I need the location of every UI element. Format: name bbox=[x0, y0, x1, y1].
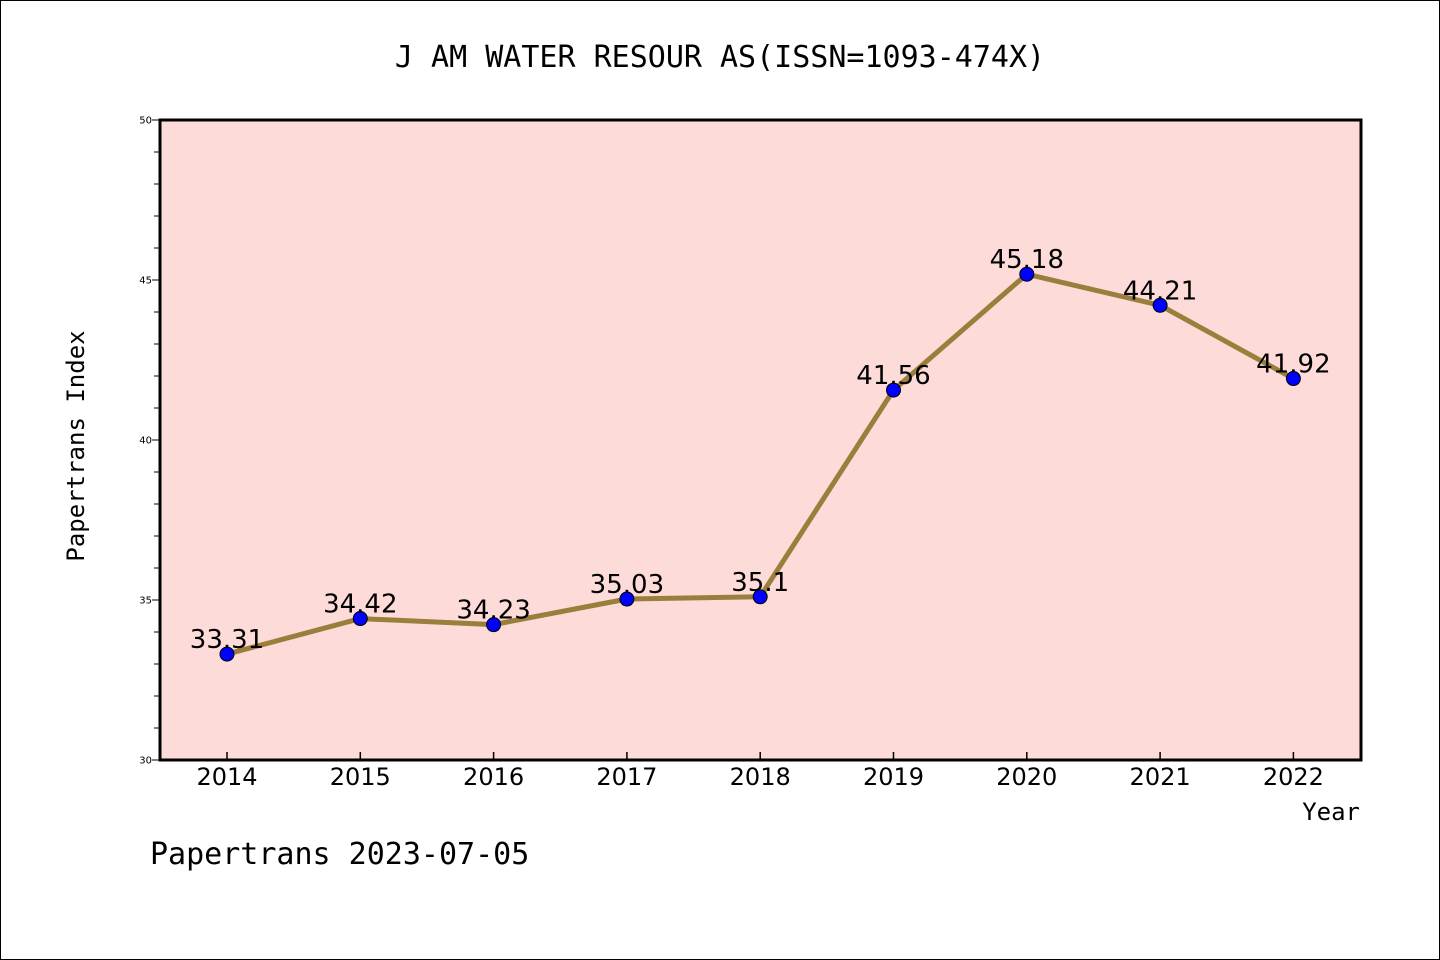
data-point bbox=[352, 611, 368, 627]
chart-title: J AM WATER RESOUR AS(ISSN=1093-474X) bbox=[395, 40, 1045, 75]
y-tick-label: 45 bbox=[139, 276, 152, 287]
x-tick-label: 2019 bbox=[863, 763, 924, 791]
data-point bbox=[219, 646, 235, 662]
footer-date: Papertrans 2023-07-05 bbox=[150, 837, 529, 872]
x-tick-label: 2014 bbox=[196, 763, 257, 791]
data-point bbox=[1019, 266, 1035, 282]
x-tick-label: 2016 bbox=[463, 763, 524, 791]
plot-area bbox=[158, 118, 1363, 762]
data-point bbox=[886, 382, 901, 398]
data-label: 45.18 bbox=[990, 245, 1064, 275]
data-point bbox=[1285, 371, 1301, 387]
data-point bbox=[619, 591, 635, 607]
x-tick-label: 2018 bbox=[730, 763, 791, 791]
data-label: 41.56 bbox=[856, 361, 930, 391]
y-tick-label: 40 bbox=[139, 436, 152, 447]
y-tick-label: 50 bbox=[139, 116, 152, 127]
y-tick-label: 30 bbox=[139, 756, 152, 767]
data-label: 35.1 bbox=[731, 568, 789, 598]
y-axis: 30 35 40 45 50 bbox=[139, 116, 160, 767]
data-label: 35.03 bbox=[590, 570, 664, 600]
x-tick-label: 2017 bbox=[596, 763, 657, 791]
x-tick-label: 2015 bbox=[330, 763, 391, 791]
data-label: 34.23 bbox=[456, 596, 530, 626]
x-tick-label: 2022 bbox=[1263, 763, 1324, 791]
x-axis: 2014 2015 2016 2017 2018 2019 2020 2021 2022 bbox=[196, 752, 1324, 791]
x-tick-label: 2020 bbox=[996, 763, 1057, 791]
data-label: 41.92 bbox=[1256, 350, 1330, 380]
x-tick-label: 2021 bbox=[1130, 763, 1191, 791]
data-label: 33.31 bbox=[190, 625, 264, 655]
data-point bbox=[752, 589, 768, 605]
data-label: 34.42 bbox=[323, 590, 397, 620]
data-point bbox=[1152, 297, 1168, 313]
x-axis-label: Year bbox=[1302, 798, 1360, 826]
data-point bbox=[486, 617, 502, 633]
y-tick-label: 35 bbox=[139, 596, 152, 607]
data-label: 44.21 bbox=[1123, 276, 1197, 306]
y-axis-label: Papertrans Index bbox=[62, 330, 90, 561]
series-layer: 33.31 34.42 34.23 35.03 35.1 41.56 45.18 44.21 4… bbox=[190, 245, 1331, 662]
